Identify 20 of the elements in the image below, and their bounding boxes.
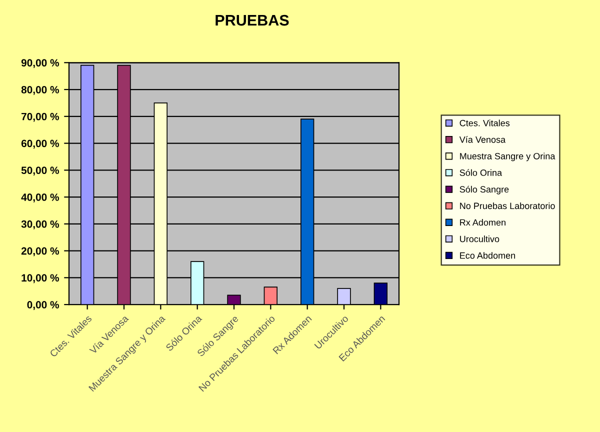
- legend-label: Ctes. Vitales: [460, 120, 510, 126]
- y-tick-label: 70,00 %: [22, 112, 60, 122]
- y-tick-label: 10,00 %: [22, 274, 60, 284]
- y-tick-label: 30,00 %: [21, 220, 60, 230]
- y-tick-label: 60,00 %: [21, 140, 60, 149]
- legend-label: Muestra Sangre y Orina: [460, 152, 556, 162]
- legend-label: Eco Abdomen: [460, 252, 515, 259]
- y-tick-label: 50,00 %: [21, 166, 60, 176]
- legend-label: Sólo Sangre: [460, 186, 509, 194]
- legend-label: Rx Adomen: [460, 219, 506, 226]
- legend-label: Sólo Orina: [460, 169, 502, 176]
- y-tick-label: 20,00 %: [21, 247, 60, 256]
- legend-label: Vía Venosa: [459, 136, 506, 143]
- legend-label: No Pruebas Laboratorio: [460, 202, 555, 210]
- y-tick-label: 0,00 %: [27, 301, 60, 310]
- y-tick-label: 90,00 %: [21, 59, 60, 68]
- y-tick-label: 40,00 %: [21, 194, 60, 202]
- legend-label: Urocultivo: [460, 236, 500, 242]
- y-tick-label: 80,00 %: [21, 86, 60, 95]
- chart-title: PRUEBAS: [216, 14, 289, 26]
